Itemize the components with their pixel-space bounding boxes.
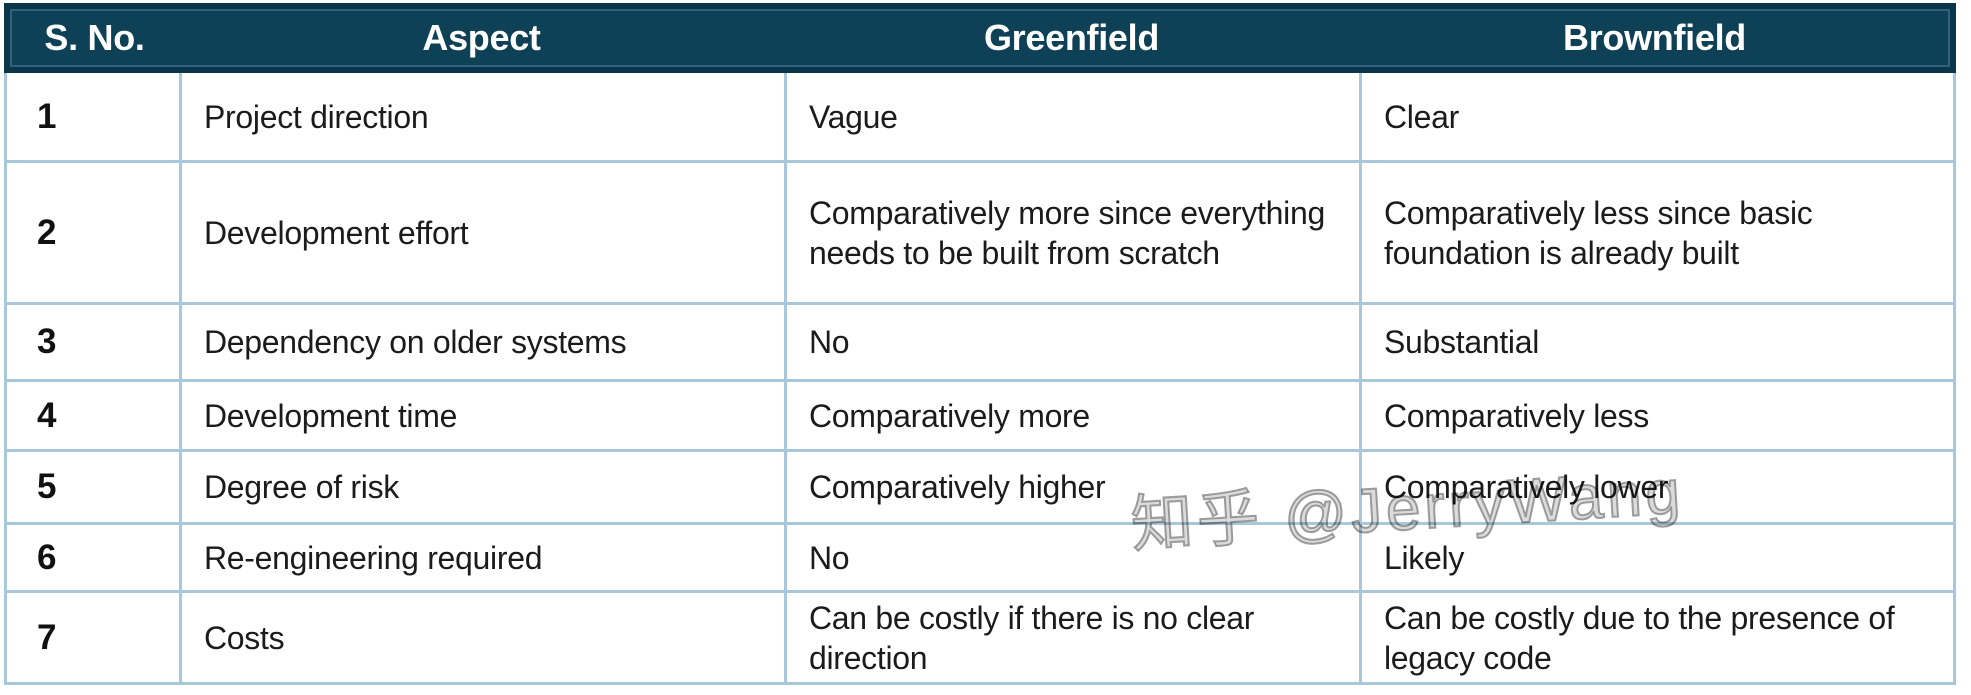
cell-r2-aspect: Development effort (182, 163, 787, 305)
cell-r3-aspect: Dependency on older systems (182, 305, 787, 382)
header-cell-sno: S. No. (44, 17, 145, 58)
header-cell-greenfield: Greenfield (983, 17, 1160, 58)
cell-r1-brownfield: Clear (1362, 73, 1956, 163)
cell-r5-greenfield: Comparatively higher (787, 452, 1362, 525)
cell-r4-no: 4 (7, 382, 182, 452)
cell-r3-no: 3 (7, 305, 182, 382)
cell-r1-greenfield: Vague (787, 73, 1362, 163)
cell-r4-greenfield: Comparatively more (787, 382, 1362, 452)
cell-r1-no: 1 (7, 73, 182, 163)
cell-r6-greenfield: No (787, 525, 1362, 593)
cell-r4-aspect: Development time (182, 382, 787, 452)
table-body: 1 Project direction Vague Clear 2 Develo… (4, 73, 1956, 685)
header-cell-brownfield: Brownfield (1563, 17, 1746, 58)
cell-r6-aspect: Re-engineering required (182, 525, 787, 593)
cell-r2-greenfield: Comparatively more since everything need… (787, 163, 1362, 305)
header-cell-aspect: Aspect (422, 17, 541, 58)
cell-r6-no: 6 (7, 525, 182, 593)
cell-r1-aspect: Project direction (182, 73, 787, 163)
cell-r5-aspect: Degree of risk (182, 452, 787, 525)
cell-r6-brownfield: Likely (1362, 525, 1956, 593)
cell-r4-brownfield: Comparatively less (1362, 382, 1956, 452)
cell-r7-greenfield: Can be costly if there is no clear direc… (787, 593, 1362, 685)
cell-r5-brownfield: Comparatively lower (1362, 452, 1956, 525)
cell-r5-no: 5 (7, 452, 182, 525)
cell-r3-brownfield: Substantial (1362, 305, 1956, 382)
cell-r2-no: 2 (7, 163, 182, 305)
table-header-row: S. No. Aspect Greenfield Brownfield (4, 3, 1956, 73)
cell-r7-aspect: Costs (182, 593, 787, 685)
cell-r3-greenfield: No (787, 305, 1362, 382)
cell-r7-no: 7 (7, 593, 182, 685)
cell-r7-brownfield: Can be costly due to the presence of leg… (1362, 593, 1956, 685)
cell-r2-brownfield: Comparatively less since basic foundatio… (1362, 163, 1956, 305)
